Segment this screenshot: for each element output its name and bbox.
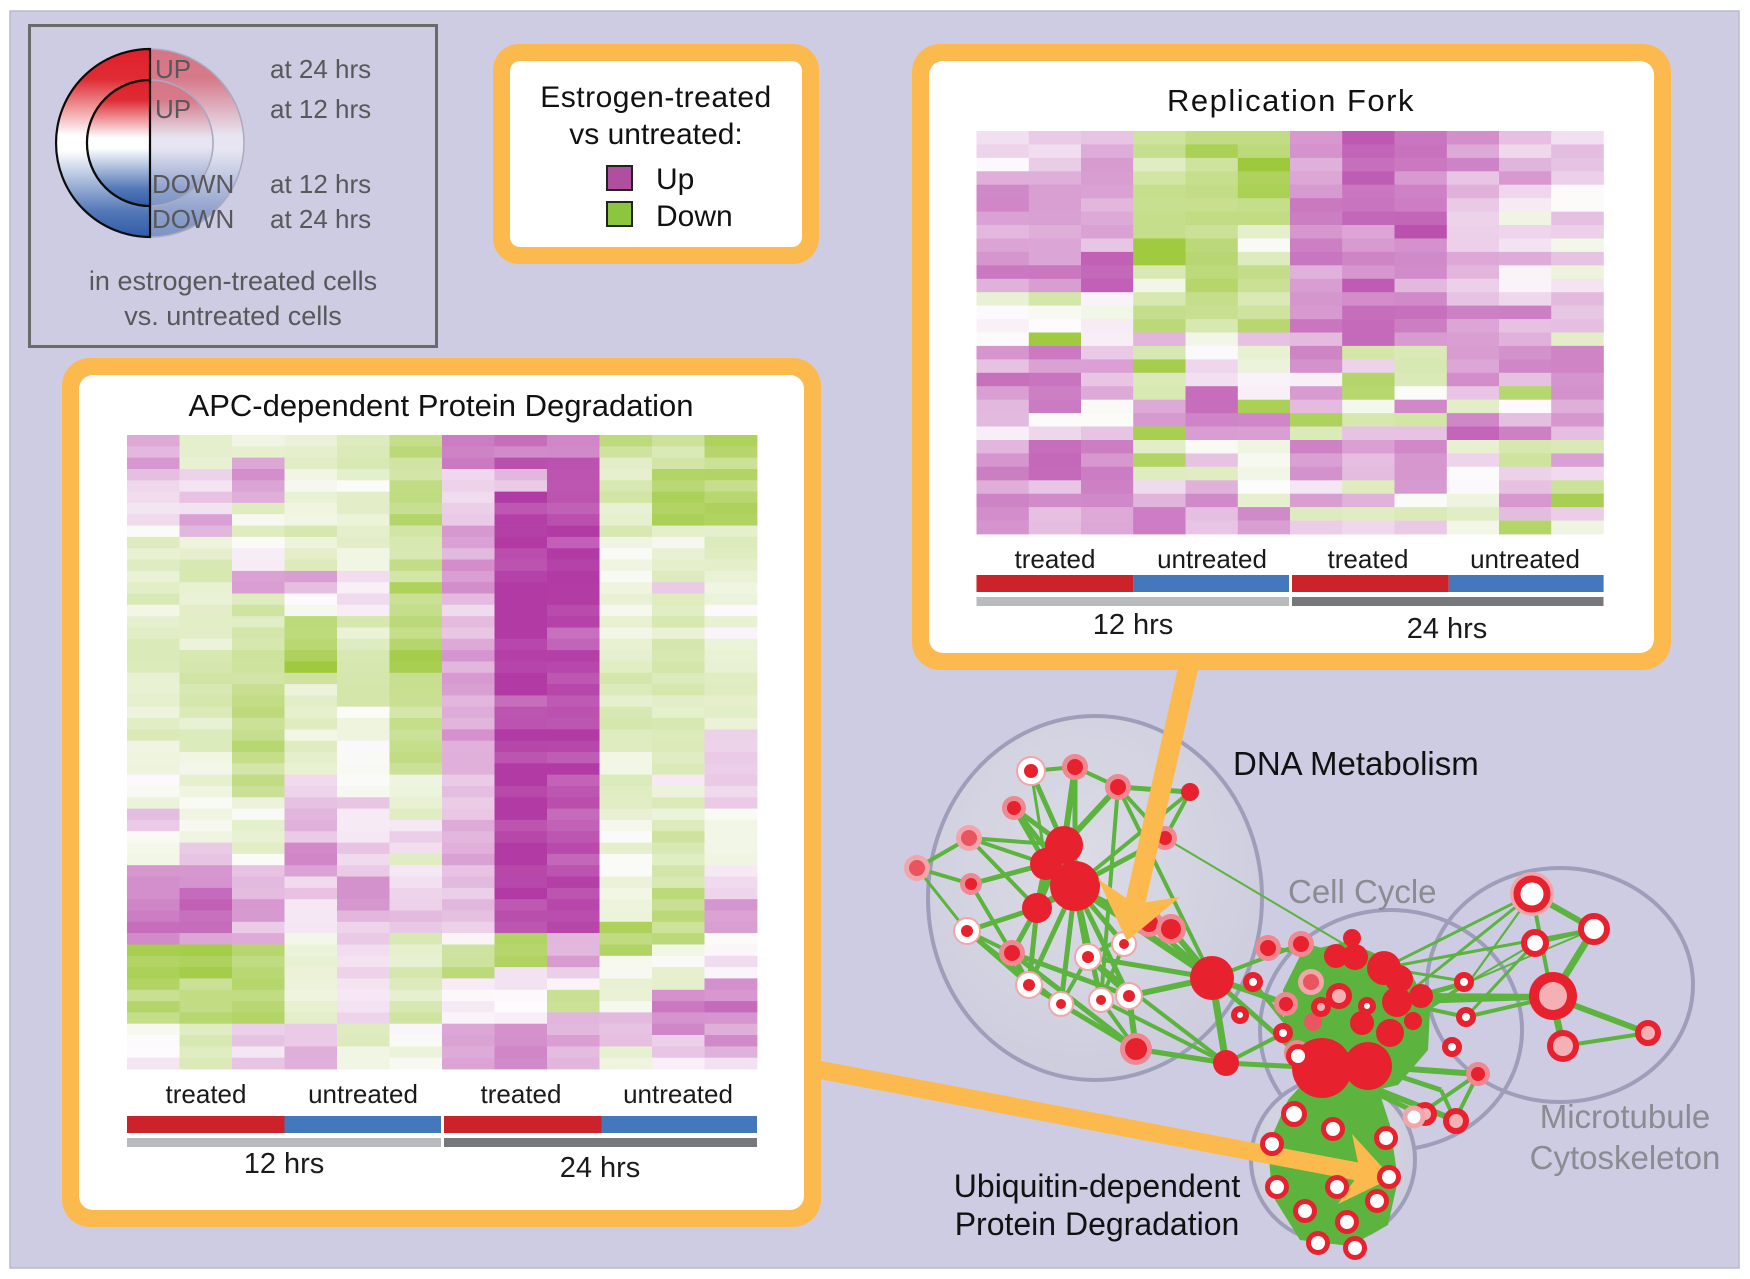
svg-text:DOWN: DOWN <box>152 204 234 234</box>
svg-text:24 hrs: 24 hrs <box>1407 613 1488 645</box>
svg-text:untreated: untreated <box>1157 544 1267 574</box>
svg-text:Down: Down <box>656 200 733 233</box>
svg-text:Cell Cycle: Cell Cycle <box>1288 873 1437 910</box>
svg-text:Replication Fork: Replication Fork <box>1167 83 1415 118</box>
svg-text:Microtubule: Microtubule <box>1540 1098 1711 1135</box>
svg-text:untreated: untreated <box>308 1079 418 1109</box>
svg-text:treated: treated <box>1015 544 1096 574</box>
svg-text:treated: treated <box>166 1079 247 1109</box>
svg-text:in estrogen-treated cells: in estrogen-treated cells <box>89 266 377 296</box>
svg-text:DOWN: DOWN <box>152 169 234 199</box>
svg-text:at 24 hrs: at 24 hrs <box>270 54 371 84</box>
svg-text:24 hrs: 24 hrs <box>560 1152 641 1184</box>
svg-text:treated: treated <box>1328 544 1409 574</box>
svg-text:UP: UP <box>155 54 191 84</box>
svg-text:at 24 hrs: at 24 hrs <box>270 204 371 234</box>
svg-text:Up: Up <box>656 163 694 196</box>
svg-text:vs. untreated cells: vs. untreated cells <box>124 301 342 331</box>
svg-text:vs untreated:: vs untreated: <box>569 118 742 151</box>
svg-text:12 hrs: 12 hrs <box>1093 609 1174 641</box>
svg-text:treated: treated <box>481 1079 562 1109</box>
svg-text:at 12 hrs: at 12 hrs <box>270 94 371 124</box>
svg-text:untreated: untreated <box>623 1079 733 1109</box>
svg-text:APC-dependent Protein Degradat: APC-dependent Protein Degradation <box>189 388 694 423</box>
svg-text:at 12 hrs: at 12 hrs <box>270 169 371 199</box>
svg-text:12 hrs: 12 hrs <box>244 1148 325 1180</box>
svg-text:untreated: untreated <box>1470 544 1580 574</box>
svg-text:UP: UP <box>155 94 191 124</box>
svg-text:Estrogen-treated: Estrogen-treated <box>540 81 771 114</box>
svg-text:Ubiquitin-dependent: Ubiquitin-dependent <box>954 1168 1241 1204</box>
svg-text:DNA Metabolism: DNA Metabolism <box>1233 745 1479 782</box>
svg-text:Protein Degradation: Protein Degradation <box>955 1206 1240 1242</box>
svg-text:Cytoskeleton: Cytoskeleton <box>1530 1139 1721 1176</box>
